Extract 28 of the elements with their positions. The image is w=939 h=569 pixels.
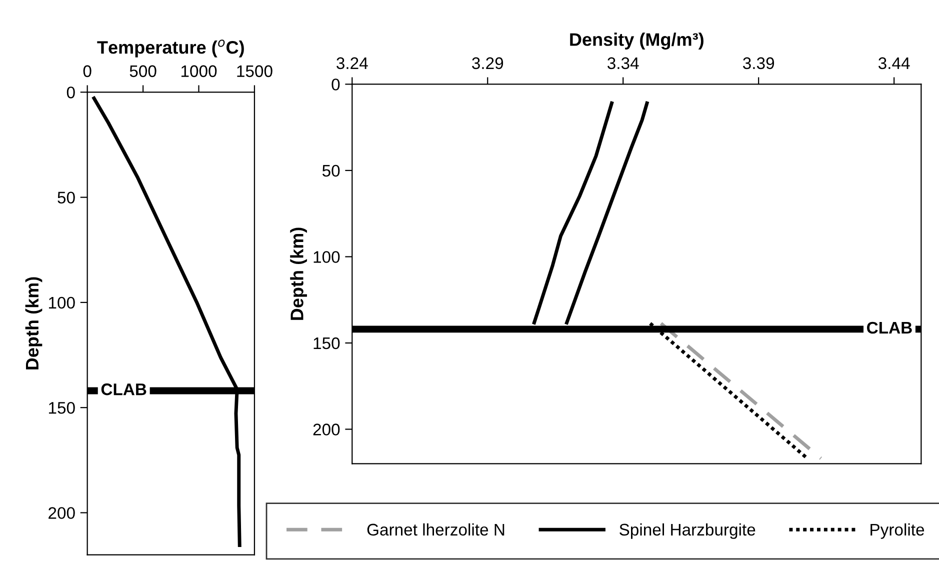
y-tick-label: 200 [48,507,75,519]
y-axis-title: Depth (km) [290,228,307,320]
legend-label: Garnet lherzolite N [367,523,504,536]
y-tick-label: 200 [313,424,340,436]
y-tick-label: 150 [314,337,340,350]
y-tick-label: 50 [322,164,340,177]
y-tick-label: 100 [48,296,75,309]
x-tick-label: 3.44 [878,57,910,70]
y-tick-label: 150 [48,402,75,414]
x-axis-title: Temperature ($^{o}$C) [97,40,244,58]
x-tick-label: 1500 [237,65,272,78]
x-tick-label: 3.39 [742,57,774,70]
ref-line-label: CLAB [867,322,912,334]
y-tick-label: 0 [332,78,340,90]
ref-line-label: CLAB [101,383,146,396]
x-tick-label: 3.29 [472,57,504,70]
x-tick-label: 500 [130,65,156,78]
x-tick-label: 1000 [181,65,217,78]
legend-label: Pyrolite [870,523,924,539]
y-tick-label: 50 [58,192,75,204]
x-tick-label: 3.24 [336,57,368,70]
y-tick-label: 0 [66,86,75,98]
x-tick-label: 0 [83,65,92,78]
y-axis-title: Depth (km) [25,277,42,370]
y-tick-label: 100 [314,251,340,263]
x-axis-title: Density (Mg/m³) [570,32,704,50]
legend-label: Spinel Harzburgite [620,523,756,539]
x-tick-label: 3.34 [608,57,639,70]
